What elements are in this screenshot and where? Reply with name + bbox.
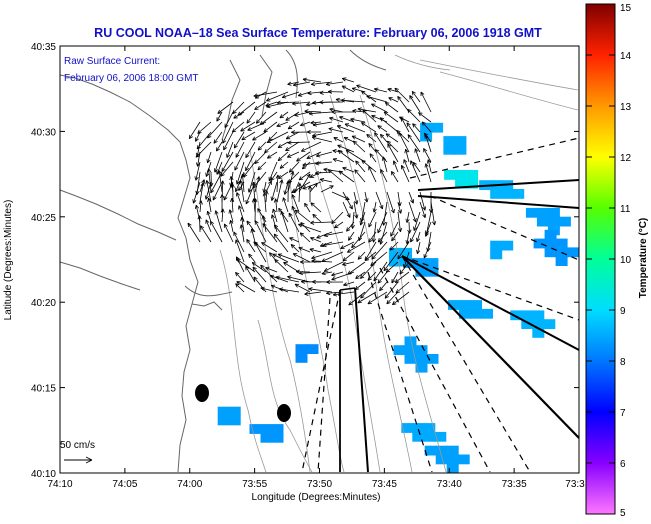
sst-cell — [548, 208, 560, 218]
sst-cell — [444, 170, 456, 180]
sst-cell — [521, 310, 533, 320]
sst-cell — [458, 455, 470, 465]
sst-cell — [416, 345, 428, 355]
y-tick-label: 40:25 — [31, 213, 56, 224]
radar-site-marker — [277, 404, 291, 422]
sst-cell — [427, 354, 439, 364]
y-axis-label: Latitude (Degrees:Minutes) — [3, 200, 14, 321]
sst-cell — [490, 241, 502, 251]
sst-cell — [412, 423, 424, 433]
sst-cell — [534, 239, 546, 249]
sst-cell — [218, 407, 230, 417]
sst-cell — [545, 239, 557, 249]
chart-title: RU COOL NOAA–18 Sea Surface Temperature:… — [94, 26, 542, 40]
sst-cell — [512, 189, 524, 199]
sst-cell — [229, 407, 241, 417]
sst-cell — [454, 145, 466, 155]
sst-cell — [537, 217, 549, 227]
colorbar-tick-label: 15 — [620, 3, 632, 14]
sst-cell — [567, 247, 579, 257]
sst-cell — [272, 424, 284, 434]
sst-cell — [526, 208, 538, 218]
y-tick-label: 40:35 — [31, 42, 56, 53]
vector-scale-label: 50 cm/s — [60, 440, 95, 451]
current-annotation-title: Raw Surface Current: — [64, 56, 160, 67]
x-tick-label: 73:3 — [565, 479, 585, 490]
sst-cell — [426, 258, 438, 268]
y-tick-label: 40:20 — [31, 298, 56, 309]
sst-patch — [218, 407, 241, 426]
sst-cell — [447, 446, 459, 456]
sst-cell — [481, 309, 493, 319]
sst-cell — [548, 217, 560, 227]
x-tick-label: 74:00 — [177, 479, 202, 490]
colorbar-tick-label: 14 — [620, 51, 632, 62]
sst-cell — [447, 463, 459, 473]
colorbar-tick-label: 12 — [620, 153, 632, 164]
colorbar-tick-label: 7 — [620, 408, 626, 419]
sst-cell — [470, 300, 482, 310]
y-tick-label: 40:30 — [31, 127, 56, 138]
x-tick-label: 74:05 — [112, 479, 137, 490]
sst-cell — [443, 136, 455, 146]
x-axis-label: Longitude (Degrees:Minutes) — [252, 492, 381, 503]
colorbar-tick-label: 5 — [620, 508, 626, 519]
sst-cell — [229, 416, 241, 426]
x-tick-label: 73:50 — [307, 479, 332, 490]
sst-cell — [501, 241, 513, 251]
x-tick-label: 73:45 — [372, 479, 397, 490]
colorbar-tick-label: 13 — [620, 102, 632, 113]
colorbar-tick-label: 11 — [620, 204, 631, 215]
sst-cell — [559, 217, 571, 227]
sst-cell — [218, 416, 230, 426]
sst-cell — [543, 319, 555, 329]
x-tick-label: 74:10 — [47, 479, 72, 490]
colorbar-label: Temperature (°C) — [638, 218, 649, 299]
colorbar-tick-label: 10 — [620, 255, 632, 266]
x-tick-label: 73:55 — [242, 479, 267, 490]
plot-area — [60, 46, 579, 473]
sst-cell — [455, 170, 467, 180]
current-annotation-time: February 06, 2006 18:00 GMT — [64, 73, 199, 84]
sst-cell — [545, 247, 557, 257]
sst-cell — [454, 136, 466, 146]
sst-cell — [405, 345, 417, 355]
sst-cell — [416, 354, 428, 364]
sst-cell — [501, 189, 513, 199]
sst-cell — [490, 250, 502, 260]
colorbar-tick-label: 6 — [620, 459, 626, 470]
x-tick-label: 73:40 — [437, 479, 462, 490]
sst-cell — [532, 310, 544, 320]
sst-cell — [490, 189, 502, 199]
sst-cell — [261, 433, 273, 443]
sst-cell — [443, 145, 455, 155]
sst-cell — [423, 432, 435, 442]
sst-cell — [436, 446, 448, 456]
y-tick-label: 40:10 — [31, 469, 56, 480]
sst-cell — [537, 208, 549, 218]
x-tick-label: 73:35 — [502, 479, 527, 490]
colorbar-tick-label: 8 — [620, 357, 626, 368]
sst-cell — [261, 424, 273, 434]
sst-cell — [296, 344, 308, 354]
radar-site-marker — [195, 384, 209, 402]
sst-cell — [307, 344, 319, 354]
sst-cell — [447, 455, 459, 465]
sst-cell — [394, 345, 406, 355]
sst-cell — [556, 239, 568, 249]
sst-cell — [431, 123, 443, 133]
sst-patch — [443, 136, 466, 155]
sst-cell — [272, 433, 284, 443]
sst-cell — [556, 256, 568, 266]
sst-cell — [545, 230, 557, 240]
y-tick-label: 40:15 — [31, 384, 56, 395]
sst-cell — [470, 309, 482, 319]
sst-cell — [296, 353, 308, 363]
colorbar-tick-label: 9 — [620, 306, 626, 317]
sst-cell — [466, 170, 478, 180]
sst-cell — [412, 432, 424, 442]
sst-cell — [459, 300, 471, 310]
